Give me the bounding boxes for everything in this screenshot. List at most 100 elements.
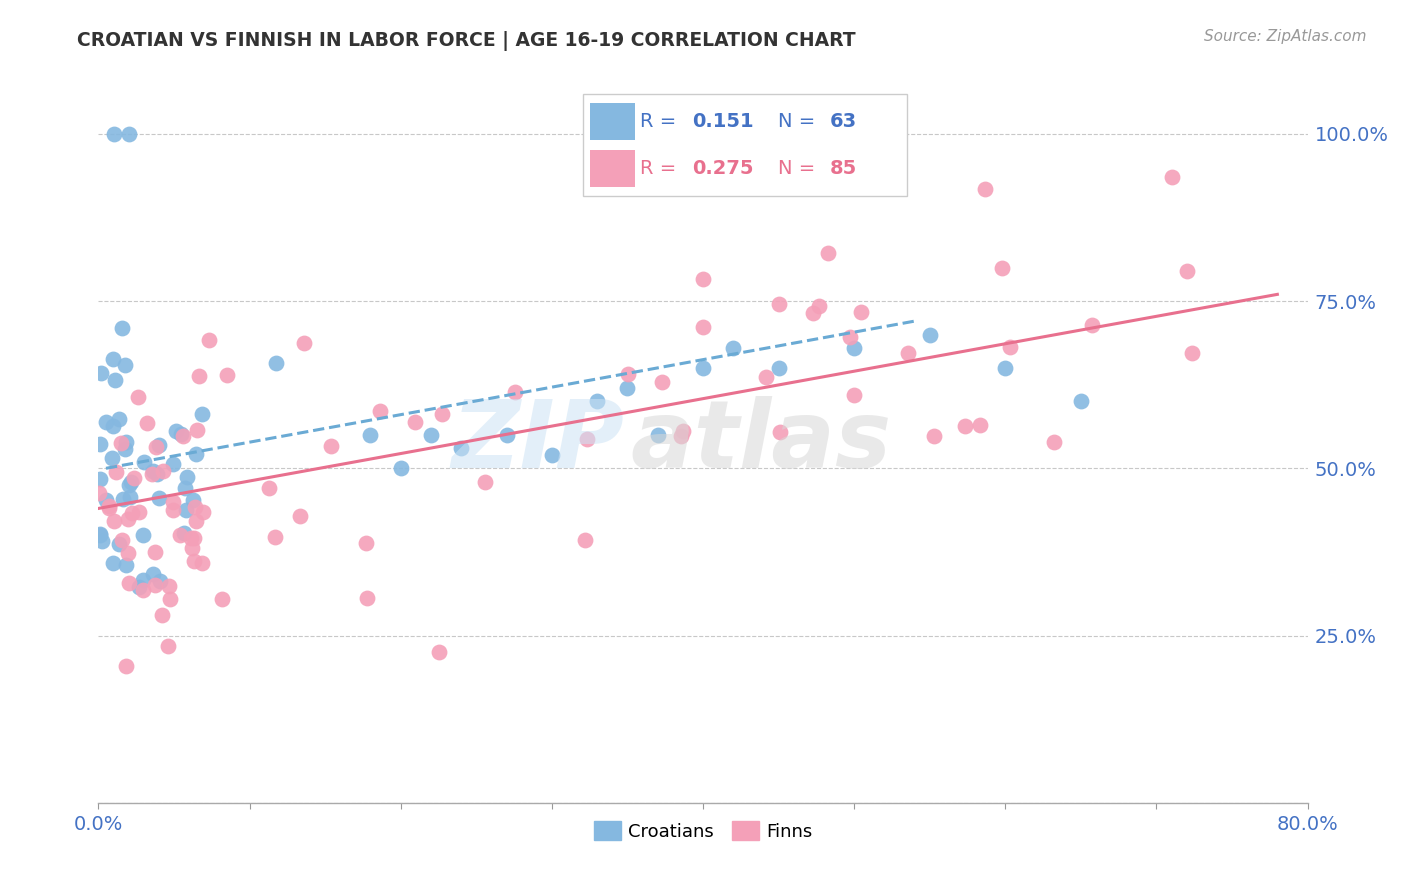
Point xyxy=(389,461,412,475)
Point xyxy=(118,575,141,590)
Point xyxy=(89,437,111,451)
Text: R =: R = xyxy=(640,159,676,178)
Point xyxy=(969,418,991,433)
Point xyxy=(808,299,831,313)
Point xyxy=(110,533,132,548)
Point xyxy=(87,486,110,500)
Point xyxy=(132,528,155,542)
Point xyxy=(768,297,790,311)
Point xyxy=(186,423,208,437)
Point xyxy=(115,434,138,449)
Point xyxy=(142,465,165,479)
Text: CROATIAN VS FINNISH IN LABOR FORCE | AGE 16-19 CORRELATION CHART: CROATIAN VS FINNISH IN LABOR FORCE | AGE… xyxy=(77,31,856,51)
Point xyxy=(124,471,146,485)
FancyBboxPatch shape xyxy=(591,103,636,140)
Point xyxy=(96,493,118,508)
Point xyxy=(844,387,866,401)
Point xyxy=(89,472,111,486)
Point xyxy=(157,579,180,593)
Point xyxy=(430,407,453,421)
Point xyxy=(817,245,839,260)
Point xyxy=(257,481,280,495)
Point xyxy=(98,500,121,514)
Point xyxy=(145,440,167,454)
Point xyxy=(193,505,215,519)
Point xyxy=(183,531,205,545)
Point xyxy=(98,500,121,515)
Point xyxy=(128,505,150,519)
Point xyxy=(918,327,941,342)
Point xyxy=(692,361,714,376)
Point xyxy=(162,458,184,472)
Point xyxy=(101,419,124,434)
Text: Source: ZipAtlas.com: Source: ZipAtlas.com xyxy=(1204,29,1367,44)
Point xyxy=(420,427,443,442)
Point xyxy=(89,526,111,541)
Point xyxy=(319,440,342,454)
Point xyxy=(450,442,472,455)
Point xyxy=(104,373,127,387)
Point xyxy=(671,428,693,442)
Point xyxy=(184,500,207,514)
Point xyxy=(186,447,208,461)
Point xyxy=(1043,435,1066,450)
Point xyxy=(117,512,139,526)
Point xyxy=(141,467,163,481)
Point xyxy=(96,415,118,429)
Point xyxy=(114,442,136,456)
Text: atlas: atlas xyxy=(630,395,891,488)
Point xyxy=(118,490,141,504)
Point xyxy=(723,341,745,355)
Point xyxy=(162,503,184,517)
Point xyxy=(169,528,191,542)
Point xyxy=(755,370,778,384)
Point xyxy=(215,368,238,382)
Point xyxy=(288,508,311,523)
Point xyxy=(127,390,149,404)
Point xyxy=(115,558,138,572)
Point xyxy=(148,438,170,452)
Point xyxy=(142,567,165,582)
Point xyxy=(1070,394,1092,409)
Point xyxy=(152,464,174,478)
Point xyxy=(103,515,125,529)
Point xyxy=(586,394,609,409)
Point xyxy=(162,495,184,509)
Point xyxy=(114,358,136,372)
Point xyxy=(107,537,129,551)
Point xyxy=(89,528,111,542)
Point xyxy=(211,591,233,606)
Point xyxy=(1081,318,1104,333)
Point xyxy=(647,427,669,442)
Point xyxy=(922,428,945,442)
Point xyxy=(574,533,596,547)
Point xyxy=(111,491,134,506)
Point xyxy=(120,475,142,490)
Point xyxy=(769,425,792,439)
Point xyxy=(801,305,824,319)
Point xyxy=(197,333,219,347)
Point xyxy=(104,465,127,479)
Point xyxy=(616,381,638,395)
Point xyxy=(174,482,197,496)
Point xyxy=(90,366,112,380)
Point xyxy=(118,478,141,492)
Point xyxy=(897,346,920,360)
Point xyxy=(1161,169,1184,184)
Point xyxy=(143,545,166,559)
Point xyxy=(994,361,1017,376)
Point xyxy=(692,272,714,286)
Point xyxy=(617,367,640,381)
Point xyxy=(180,531,202,545)
Point xyxy=(849,305,872,319)
Point xyxy=(101,557,124,571)
Point xyxy=(264,356,287,370)
Text: 85: 85 xyxy=(830,159,856,178)
Point xyxy=(117,546,139,560)
Point xyxy=(132,574,155,588)
Point xyxy=(180,541,202,556)
Point xyxy=(148,491,170,505)
Point xyxy=(844,341,866,355)
Point xyxy=(292,335,315,350)
Point xyxy=(146,467,169,481)
